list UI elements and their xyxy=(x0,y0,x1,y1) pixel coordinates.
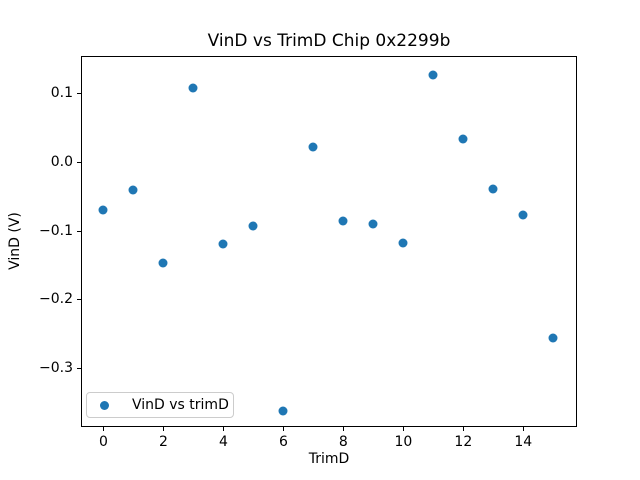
x-tick-label: 8 xyxy=(338,434,348,450)
data-point xyxy=(398,238,408,248)
x-tick-label: 12 xyxy=(454,434,473,450)
data-point xyxy=(338,216,348,226)
x-tick xyxy=(463,427,465,431)
legend-marker-icon xyxy=(100,400,109,410)
legend-label: VinD vs trimD xyxy=(132,397,229,413)
y-tick-label: −0.2 xyxy=(39,291,73,308)
data-point xyxy=(278,406,288,415)
x-tick-label: 6 xyxy=(278,434,288,450)
data-point xyxy=(218,239,228,249)
x-tick-label: 14 xyxy=(514,434,533,450)
data-point xyxy=(368,219,378,229)
x-tick xyxy=(403,427,405,431)
chart-title: VinD vs TrimD Chip 0x2299b xyxy=(207,31,451,51)
x-tick xyxy=(283,427,285,431)
legend: VinD vs trimD xyxy=(86,392,234,418)
data-point xyxy=(518,210,528,220)
y-tick xyxy=(77,161,81,163)
x-tick xyxy=(103,427,105,431)
x-tick xyxy=(223,427,225,431)
x-tick-label: 10 xyxy=(394,434,413,450)
y-tick xyxy=(77,367,81,369)
data-point xyxy=(128,185,138,195)
y-tick xyxy=(77,230,81,232)
y-tick-label: −0.3 xyxy=(39,359,73,376)
data-point xyxy=(188,83,198,93)
data-point xyxy=(488,184,498,194)
data-point xyxy=(248,221,258,231)
y-tick-label: 0.1 xyxy=(50,85,73,102)
data-point xyxy=(158,258,168,268)
x-tick-label: 2 xyxy=(158,434,168,450)
x-axis-label: TrimD xyxy=(308,451,350,467)
data-point xyxy=(458,134,468,144)
x-tick-label: 0 xyxy=(99,434,108,450)
data-point xyxy=(308,142,318,152)
x-tick xyxy=(343,427,345,431)
y-tick-label: −0.1 xyxy=(39,222,73,239)
y-tick xyxy=(77,93,81,95)
x-tick xyxy=(523,427,525,431)
data-point xyxy=(428,70,438,80)
y-tick-label: 0.0 xyxy=(50,153,73,170)
y-tick xyxy=(77,299,81,301)
x-tick xyxy=(163,427,165,431)
data-point xyxy=(548,333,558,343)
data-point xyxy=(98,205,108,215)
plot-area xyxy=(81,56,577,427)
x-tick-label: 4 xyxy=(218,434,228,450)
